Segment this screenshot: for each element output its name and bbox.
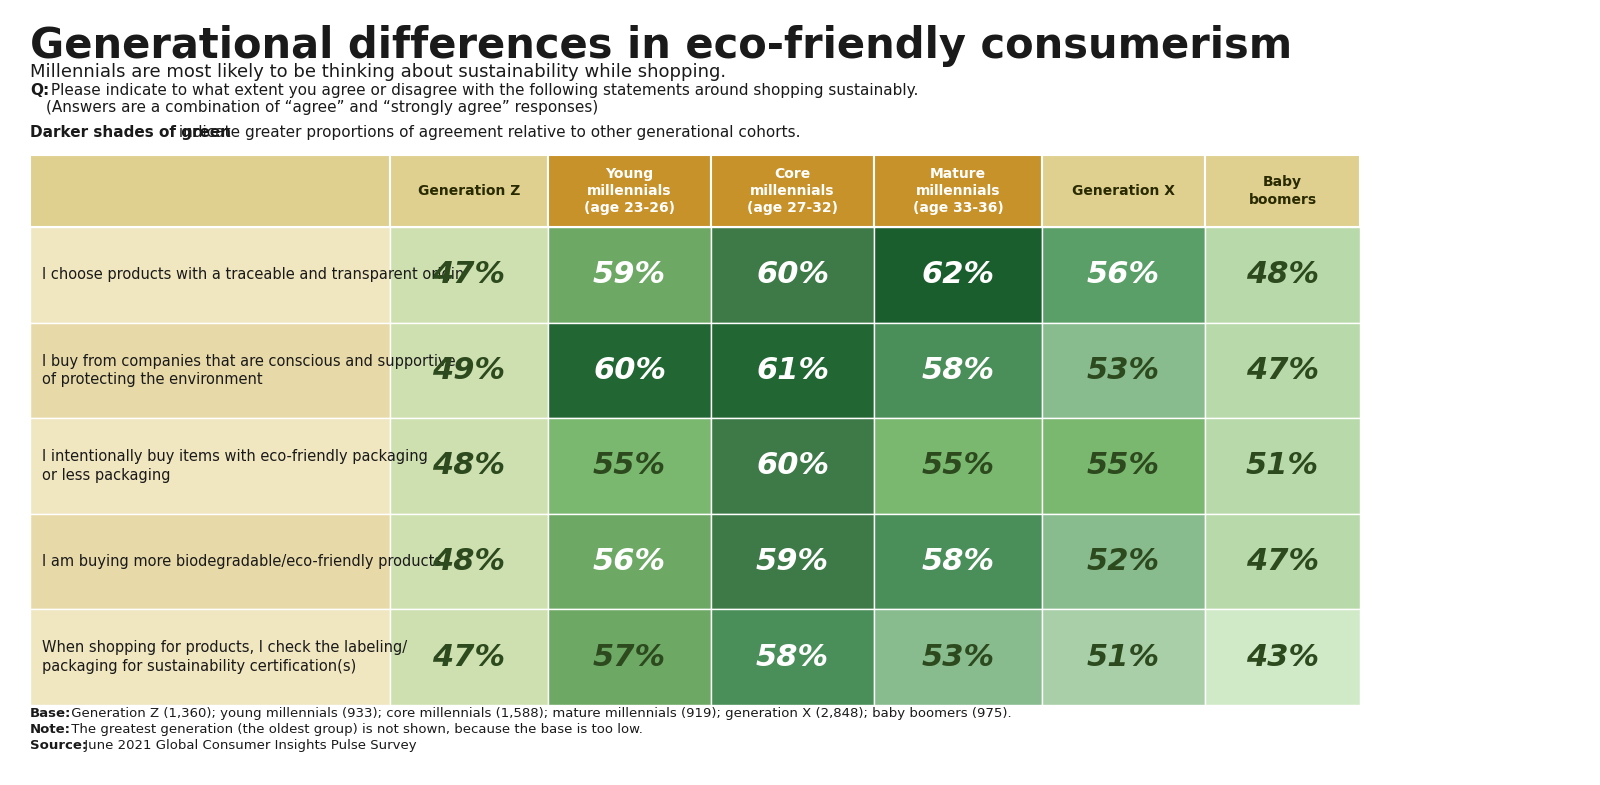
Text: 58%: 58% xyxy=(922,547,995,576)
Bar xyxy=(710,155,874,227)
Text: 60%: 60% xyxy=(594,356,666,385)
Text: Baby
boomers: Baby boomers xyxy=(1248,175,1317,206)
Text: 61%: 61% xyxy=(757,356,829,385)
Bar xyxy=(547,155,710,227)
Bar xyxy=(1205,227,1360,323)
Bar xyxy=(710,323,874,418)
Text: June 2021 Global Consumer Insights Pulse Survey: June 2021 Global Consumer Insights Pulse… xyxy=(80,739,416,752)
Text: 59%: 59% xyxy=(757,547,829,576)
Bar xyxy=(1042,323,1205,418)
Text: 58%: 58% xyxy=(922,356,995,385)
Text: Core
millennials
(age 27-32): Core millennials (age 27-32) xyxy=(747,166,838,215)
Bar xyxy=(1205,609,1360,705)
Text: 47%: 47% xyxy=(1246,547,1318,576)
Text: 55%: 55% xyxy=(922,451,995,480)
Text: I choose products with a traceable and transparent origin: I choose products with a traceable and t… xyxy=(42,268,464,283)
Bar xyxy=(1042,514,1205,609)
Text: Note:: Note: xyxy=(30,723,70,736)
Text: 55%: 55% xyxy=(1086,451,1160,480)
Text: 60%: 60% xyxy=(757,451,829,480)
Text: 56%: 56% xyxy=(1086,261,1160,290)
Text: Generation Z (1,360); young millennials (933); core millennials (1,588); mature : Generation Z (1,360); young millennials … xyxy=(67,707,1011,720)
Text: 53%: 53% xyxy=(1086,356,1160,385)
Text: 58%: 58% xyxy=(757,643,829,672)
Text: 47%: 47% xyxy=(432,643,506,672)
Text: 48%: 48% xyxy=(1246,261,1318,290)
Text: Darker shades of green: Darker shades of green xyxy=(30,125,230,140)
Text: 57%: 57% xyxy=(594,643,666,672)
Text: The greatest generation (the oldest group) is not shown, because the base is too: The greatest generation (the oldest grou… xyxy=(67,723,643,736)
Bar xyxy=(547,514,710,609)
Bar xyxy=(1205,514,1360,609)
Bar xyxy=(30,227,390,323)
Text: 43%: 43% xyxy=(1246,643,1318,672)
Text: 51%: 51% xyxy=(1246,451,1318,480)
Text: Young
millennials
(age 23-26): Young millennials (age 23-26) xyxy=(584,166,675,215)
Bar xyxy=(390,609,547,705)
Bar xyxy=(547,418,710,514)
Bar xyxy=(710,514,874,609)
Text: 60%: 60% xyxy=(757,261,829,290)
Bar xyxy=(1042,155,1205,227)
Bar xyxy=(30,609,390,705)
Text: 47%: 47% xyxy=(1246,356,1318,385)
Bar xyxy=(390,323,547,418)
Text: 55%: 55% xyxy=(594,451,666,480)
Bar xyxy=(874,418,1042,514)
Bar xyxy=(547,227,710,323)
Text: Base:: Base: xyxy=(30,707,72,720)
Bar xyxy=(30,155,390,227)
Bar xyxy=(390,155,547,227)
Bar xyxy=(30,418,390,514)
Text: 52%: 52% xyxy=(1086,547,1160,576)
Text: Generation X: Generation X xyxy=(1072,184,1174,198)
Text: 47%: 47% xyxy=(432,261,506,290)
Bar xyxy=(874,609,1042,705)
Text: Generation Z: Generation Z xyxy=(418,184,520,198)
Bar xyxy=(390,227,547,323)
Text: When shopping for products, I check the labeling/
packaging for sustainability c: When shopping for products, I check the … xyxy=(42,641,406,674)
Text: I intentionally buy items with eco-friendly packaging
or less packaging: I intentionally buy items with eco-frien… xyxy=(42,449,427,483)
Text: Q:: Q: xyxy=(30,83,50,98)
Text: 59%: 59% xyxy=(594,261,666,290)
Bar xyxy=(874,514,1042,609)
Bar xyxy=(547,609,710,705)
Text: Source:: Source: xyxy=(30,739,88,752)
Bar xyxy=(1042,227,1205,323)
Bar xyxy=(390,514,547,609)
Bar xyxy=(30,514,390,609)
Text: Generational differences in eco-friendly consumerism: Generational differences in eco-friendly… xyxy=(30,25,1293,67)
Text: 56%: 56% xyxy=(594,547,666,576)
Bar xyxy=(30,323,390,418)
Text: Please indicate to what extent you agree or disagree with the following statemen: Please indicate to what extent you agree… xyxy=(46,83,918,115)
Text: 53%: 53% xyxy=(922,643,995,672)
Text: 51%: 51% xyxy=(1086,643,1160,672)
Text: 48%: 48% xyxy=(432,451,506,480)
Bar xyxy=(710,227,874,323)
Text: Mature
millennials
(age 33-36): Mature millennials (age 33-36) xyxy=(912,166,1003,215)
Bar xyxy=(1205,323,1360,418)
Text: indicate greater proportions of agreement relative to other generational cohorts: indicate greater proportions of agreemen… xyxy=(174,125,800,140)
Text: 49%: 49% xyxy=(432,356,506,385)
Text: Millennials are most likely to be thinking about sustainability while shopping.: Millennials are most likely to be thinki… xyxy=(30,63,726,81)
Text: 62%: 62% xyxy=(922,261,995,290)
Bar xyxy=(874,323,1042,418)
Bar xyxy=(390,418,547,514)
Bar xyxy=(1042,609,1205,705)
Text: I am buying more biodegradable/eco-friendly products: I am buying more biodegradable/eco-frien… xyxy=(42,554,442,569)
Bar xyxy=(710,609,874,705)
Text: 48%: 48% xyxy=(432,547,506,576)
Text: I buy from companies that are conscious and supportive
of protecting the environ: I buy from companies that are conscious … xyxy=(42,353,456,387)
Bar xyxy=(1205,155,1360,227)
Bar xyxy=(710,418,874,514)
Bar xyxy=(874,155,1042,227)
Bar xyxy=(1042,418,1205,514)
Bar xyxy=(1205,418,1360,514)
Bar xyxy=(547,323,710,418)
Bar xyxy=(874,227,1042,323)
